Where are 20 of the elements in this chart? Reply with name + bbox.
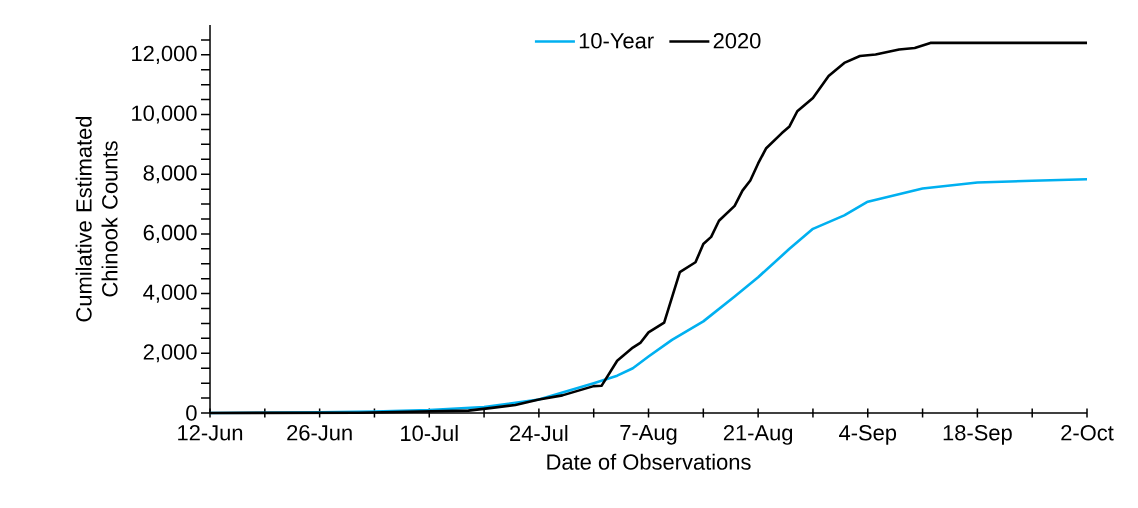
- x-tick-label: 2-Oct: [1061, 425, 1114, 441]
- y-tick-label: 12,000: [132, 45, 197, 64]
- x-tick-label: 18-Sep: [943, 425, 1012, 445]
- legend-label: 10-Year: [579, 33, 654, 49]
- x-axis-title: Date of Observations: [547, 453, 751, 470]
- x-tick-label: 26-Jun: [287, 425, 352, 441]
- y-tick-label: 4,000: [143, 284, 197, 303]
- x-tick-label: 7-Aug: [620, 425, 677, 445]
- x-tick-label: 4-Sep: [839, 425, 897, 445]
- x-tick-label: 10-Jul: [401, 425, 458, 442]
- x-tick-label: 12-Jun: [178, 425, 243, 441]
- y-tick-label: 0: [186, 405, 197, 421]
- x-tick-label: 21-Aug: [723, 425, 793, 445]
- y-tick-label: 6,000: [143, 224, 197, 243]
- y-tick-label: 8,000: [143, 165, 197, 184]
- x-tick-label: 24-Jul: [510, 425, 568, 442]
- y-tick-label: 2,000: [143, 344, 197, 363]
- y-axis-title: Cumilative Estimated Chinook Counts: [75, 116, 118, 322]
- legend-label: 2020: [713, 33, 761, 49]
- y-tick-label: 10,000: [132, 105, 197, 124]
